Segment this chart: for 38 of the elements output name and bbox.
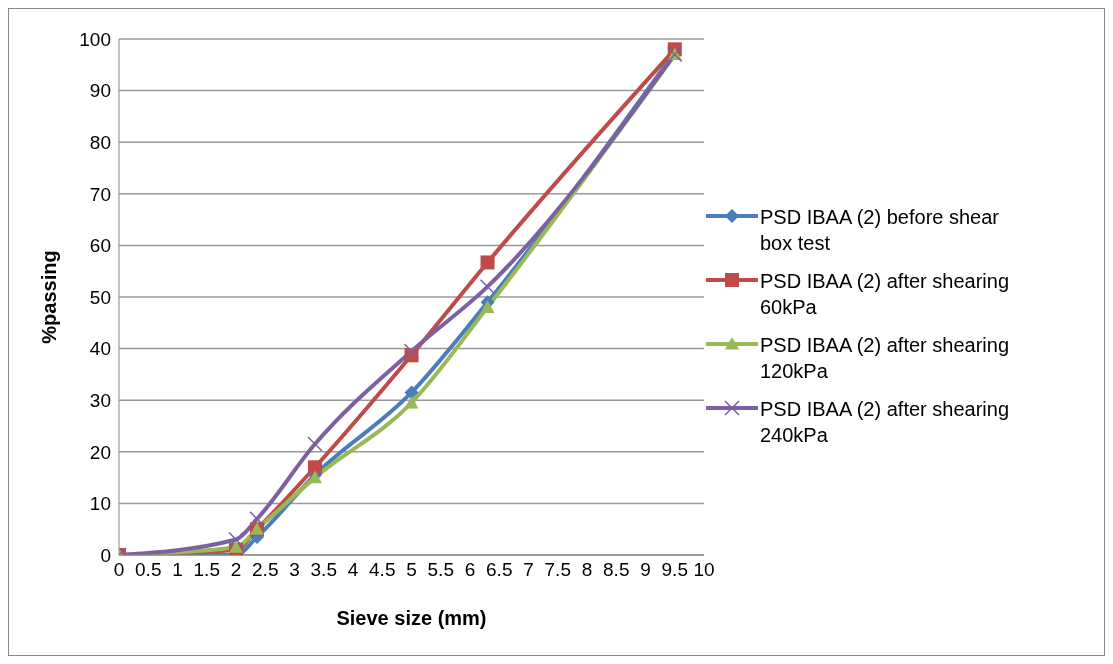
x-tick-label: 1.5	[193, 559, 220, 581]
y-tick-label: 70	[89, 183, 111, 205]
y-tick-label: 100	[79, 28, 111, 50]
legend-label: PSD IBAA (2) after shearing 60kPa	[760, 269, 1010, 320]
legend-label: PSD IBAA (2) after shearing 240kPa	[760, 397, 1010, 448]
y-tick-label: 10	[89, 493, 111, 515]
y-tick-label: 50	[89, 286, 111, 308]
x-tick-label: 4	[347, 559, 359, 581]
x-tick-label: 6	[464, 559, 476, 581]
x-tick-label: 5	[406, 559, 417, 581]
y-tick-label: 20	[89, 441, 111, 463]
x-tick-label: 3.5	[310, 559, 337, 581]
x-tick-label: 3	[289, 559, 300, 581]
y-tick-label: 30	[89, 389, 111, 411]
x-tick-label: 5.5	[427, 559, 454, 581]
x-tick-label: 2	[230, 559, 242, 581]
y-tick-label: 60	[89, 235, 111, 257]
y-tick-label: 80	[89, 131, 111, 153]
x-tick-label: 2.5	[252, 559, 279, 581]
legend-label: PSD IBAA (2) after shearing 120kPa	[760, 333, 1010, 384]
y-axis-title: %passing	[38, 250, 61, 344]
x-tick-label: 6.5	[486, 559, 513, 581]
x-tick-label: 0	[113, 559, 125, 581]
x-tick-label: 8	[581, 559, 593, 581]
y-tick-label: 0	[100, 544, 111, 566]
x-tick-label: 0.5	[135, 559, 162, 581]
x-tick-label: 8.5	[603, 559, 630, 581]
legend-label: PSD IBAA (2) before shear box test	[760, 205, 1000, 256]
x-tick-label: 7	[523, 559, 534, 581]
y-tick-label: 90	[89, 80, 111, 102]
y-tick-label: 40	[89, 338, 111, 360]
x-tick-label: 1	[172, 559, 183, 581]
x-tick-label: 4.5	[369, 559, 396, 581]
x-tick-label: 9	[640, 559, 651, 581]
x-axis-title: Sieve size (mm)	[336, 607, 487, 629]
x-tick-label: 7.5	[544, 559, 571, 581]
x-tick-label: 10	[693, 559, 715, 581]
x-tick-label: 9.5	[661, 559, 688, 581]
